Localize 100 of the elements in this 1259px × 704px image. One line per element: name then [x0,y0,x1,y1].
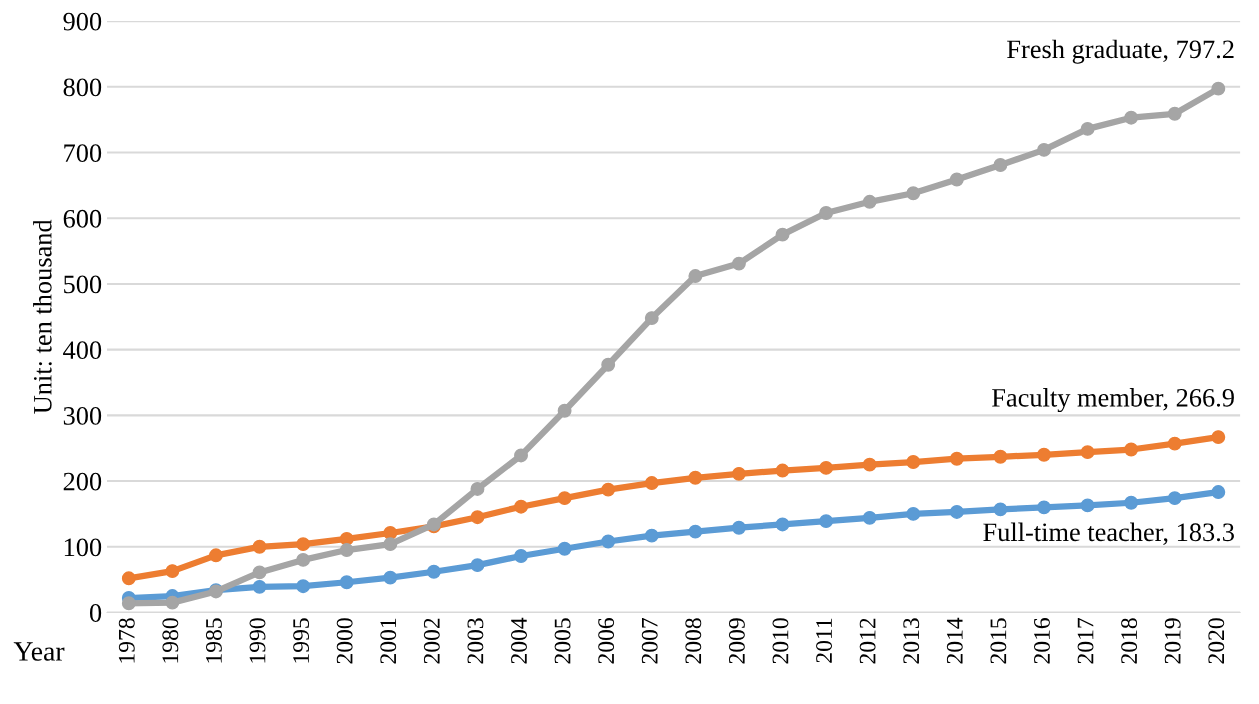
x-tick-label: 1980 [162,618,179,663]
point [775,517,790,532]
point [688,524,703,539]
point [1124,495,1139,510]
x-tick-label: 2001 [380,618,397,664]
x-tick-label: 2006 [598,618,615,664]
x-tick-label: 2016 [1033,618,1050,664]
point [296,537,311,552]
annotation: Faculty member, 266.9 [992,388,1234,413]
point [775,227,790,242]
x-tick-label: 2004 [511,617,527,664]
x-tick-label: 2020 [1208,618,1225,664]
point [121,596,136,611]
point [906,455,921,469]
point [514,499,528,514]
x-tick-label: 2017 [1077,618,1094,664]
point [1080,121,1095,136]
point [819,514,834,529]
point [906,506,921,521]
point [1080,445,1095,460]
point [601,534,616,549]
point [601,357,616,372]
x-axis-title: Year [13,642,65,661]
y-tick-label: 300 [63,406,102,425]
point [1167,491,1182,506]
x-tick-label: 2008 [685,618,702,664]
annotation: Fresh graduate, 797.2 [1007,39,1234,64]
x-tick-label: 2002 [423,618,440,664]
point [688,269,703,284]
y-axis-title: Unit: ten thousand [33,219,52,414]
x-tick-label: 2014 [946,617,963,664]
point [252,579,267,594]
x-tick-label: 2007 [641,618,658,664]
point [775,463,790,478]
point [688,470,703,485]
point [1080,498,1095,513]
point [819,206,834,220]
x-tick-label: 1985 [205,618,222,663]
point [819,460,834,475]
point [731,256,746,271]
x-tick-label: 2000 [336,618,353,664]
x-tick-label: 2011 [816,618,833,663]
point [1211,430,1226,445]
x-tick-label: 1995 [293,618,310,663]
point [862,510,877,525]
point [949,505,964,519]
point [165,564,180,579]
point [644,311,659,326]
point [383,537,398,552]
point [1124,110,1139,125]
point [383,570,398,585]
point [1167,106,1182,121]
y-tick-label: 100 [64,538,102,557]
point [644,476,659,490]
x-tick-label: 2013 [903,618,920,664]
y-tick-label: 900 [63,12,102,31]
y-tick-label: 800 [63,78,102,97]
y-tick-label: 500 [64,275,102,294]
point [601,482,616,497]
point [1211,485,1226,499]
point [731,466,746,481]
x-tick-label: 2015 [990,618,1007,664]
point [906,186,921,201]
point [296,579,311,594]
point [252,539,267,554]
point [1037,447,1051,462]
point [993,449,1008,464]
point [1211,81,1226,96]
point [1124,442,1139,457]
point [165,595,180,610]
point [514,448,528,463]
point [339,543,354,558]
x-tick-label: 2010 [772,618,789,664]
point [1037,142,1051,157]
x-tick-label: 1990 [249,618,266,663]
y-tick-label: 200 [63,472,102,491]
x-tick-label: 2005 [554,618,571,664]
point [470,510,485,525]
point [731,520,746,535]
x-tick-label: 2019 [1164,618,1181,664]
point [557,541,572,556]
point [426,564,441,579]
point [862,457,877,472]
point [296,552,311,567]
point [949,172,964,187]
point [862,194,877,209]
point [949,451,964,466]
point [514,549,528,563]
point [470,482,485,496]
y-tick-label: 700 [64,144,102,162]
annotation: Full-time teacher, 183.3 [983,522,1234,545]
point [1167,436,1182,451]
point [644,528,659,543]
point [339,575,354,590]
point [121,571,136,586]
point [209,548,223,563]
y-tick-label: 0 [89,604,102,622]
point [993,502,1008,517]
point [252,565,267,580]
point [1037,500,1051,515]
